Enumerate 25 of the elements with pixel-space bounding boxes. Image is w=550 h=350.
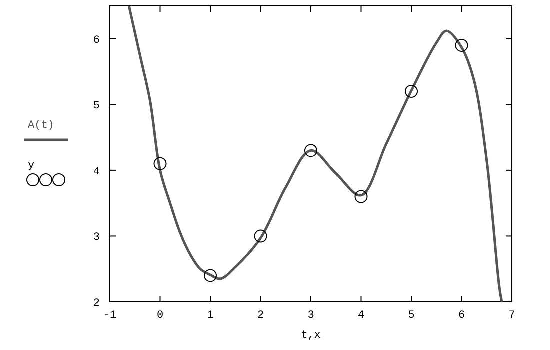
text: y	[28, 160, 35, 172]
point	[254, 230, 268, 243]
y-tick-label: 4	[93, 166, 100, 178]
text: A(t)	[28, 120, 54, 132]
y-tick-label: 2	[93, 298, 100, 310]
x-tick-label: 5	[408, 310, 415, 322]
x-tick-label: -1	[103, 310, 117, 322]
x-tick-label: 2	[257, 310, 264, 322]
x-tick-label: 4	[358, 310, 365, 322]
point	[405, 85, 418, 98]
x-tick-label: 7	[508, 310, 516, 322]
x-tick-label: 1	[207, 310, 214, 322]
y-tick-label: 6	[93, 34, 100, 47]
x-tick-label: 6	[458, 310, 466, 322]
x-tick-label: 3	[308, 310, 314, 322]
point	[154, 157, 167, 170]
x-axis-title: t,x	[301, 330, 322, 342]
x-tick-label: 0	[156, 310, 164, 322]
point	[455, 38, 468, 52]
point	[354, 190, 368, 204]
y-tick-label: 5	[93, 100, 100, 113]
y-tick-label: 3	[93, 232, 100, 244]
point	[304, 144, 318, 158]
line-series	[128, 6, 504, 302]
point	[204, 269, 217, 282]
